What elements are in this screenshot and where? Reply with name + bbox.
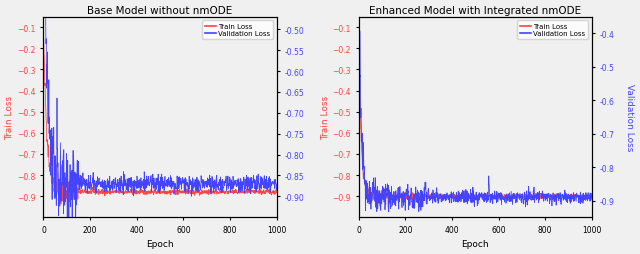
X-axis label: Epoch: Epoch bbox=[461, 240, 489, 248]
Y-axis label: Train Loss: Train Loss bbox=[321, 96, 330, 139]
Title: Enhanced Model with Integrated nmODE: Enhanced Model with Integrated nmODE bbox=[369, 6, 581, 15]
Legend: Train Loss, Validation Loss: Train Loss, Validation Loss bbox=[202, 21, 273, 40]
Legend: Train Loss, Validation Loss: Train Loss, Validation Loss bbox=[518, 21, 588, 40]
Y-axis label: Validation Loss: Validation Loss bbox=[625, 84, 634, 151]
Y-axis label: Train Loss: Train Loss bbox=[6, 96, 15, 139]
Title: Base Model without nmODE: Base Model without nmODE bbox=[88, 6, 233, 15]
X-axis label: Epoch: Epoch bbox=[147, 240, 174, 248]
